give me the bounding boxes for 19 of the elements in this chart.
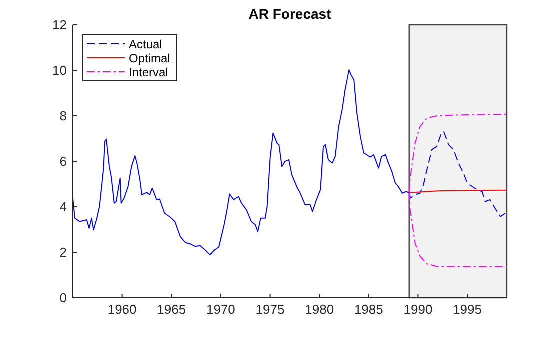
x-tick-label: 1960 (108, 302, 137, 317)
x-tick-label: 1970 (206, 302, 236, 317)
y-tick-label: 8 (60, 108, 67, 124)
x-tick-label: 1965 (157, 302, 186, 317)
legend-label: Interval (129, 66, 168, 80)
chart-title: AR Forecast (248, 6, 332, 22)
x-tick-label: 1975 (256, 302, 285, 317)
x-tick-label: 1990 (404, 302, 433, 317)
legend-label: Actual (129, 38, 162, 52)
x-tick-label: 1980 (305, 302, 334, 317)
x-tick-label: 1985 (354, 302, 384, 317)
y-tick-label: 4 (60, 200, 67, 214)
y-tick-label: 10 (52, 63, 67, 78)
y-tick-label: 2 (60, 245, 67, 260)
x-tick-label: 1995 (453, 302, 482, 317)
y-tick-label: 6 (60, 154, 67, 169)
legend-label: Optimal (129, 52, 170, 66)
y-tick-label: 0 (60, 290, 67, 306)
y-tick-label: 12 (52, 18, 67, 32)
